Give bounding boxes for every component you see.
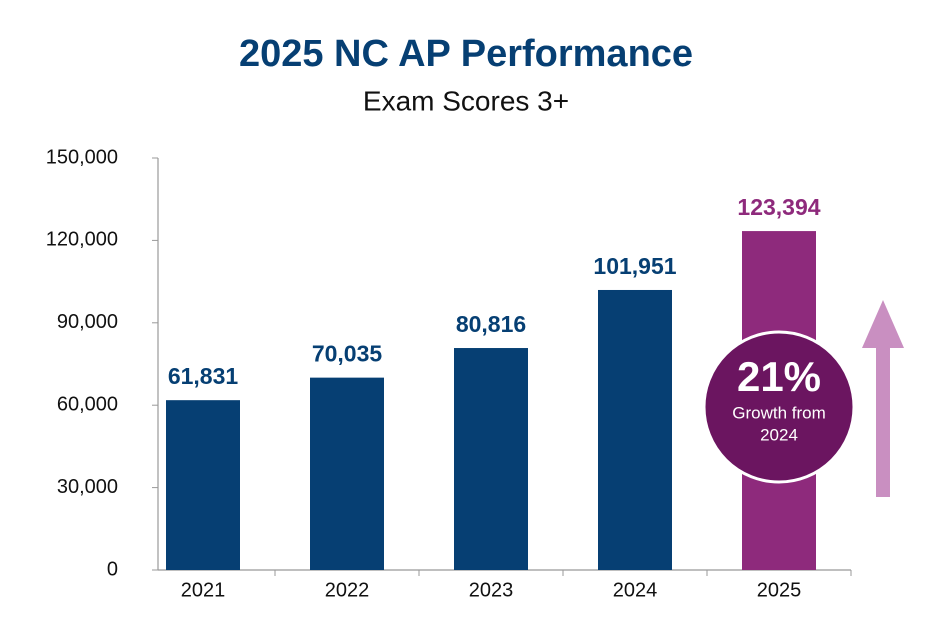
value-label: 80,816 <box>456 311 526 337</box>
value-label: 101,951 <box>593 253 676 279</box>
x-tick-label: 2024 <box>613 579 658 601</box>
chart-title: 2025 NC AP Performance <box>239 33 693 75</box>
y-tick-label: 150,000 <box>46 146 118 168</box>
badge-headline: 21% <box>737 353 821 400</box>
y-tick-label: 120,000 <box>46 229 118 251</box>
growth-badge <box>702 330 856 484</box>
bar <box>454 348 528 570</box>
bar <box>310 377 384 570</box>
y-tick-label: 0 <box>107 558 118 580</box>
y-tick-label: 60,000 <box>57 393 118 415</box>
chart-subtitle: Exam Scores 3+ <box>363 85 569 116</box>
growth-arrow <box>862 300 904 497</box>
x-tick-label: 2025 <box>757 579 802 601</box>
value-label: 123,394 <box>737 194 820 220</box>
value-label: 70,035 <box>312 341 383 367</box>
badge-text: 2024 <box>760 425 798 444</box>
x-tick-label: 2021 <box>181 579 226 601</box>
bar <box>166 400 240 570</box>
y-tick-label: 90,000 <box>57 311 118 333</box>
bar <box>598 289 672 570</box>
y-tick-label: 30,000 <box>57 476 118 498</box>
badge-text: Growth from <box>732 403 826 422</box>
x-tick-label: 2022 <box>325 579 370 601</box>
value-label: 61,831 <box>168 363 239 389</box>
x-tick-label: 2023 <box>469 579 514 601</box>
